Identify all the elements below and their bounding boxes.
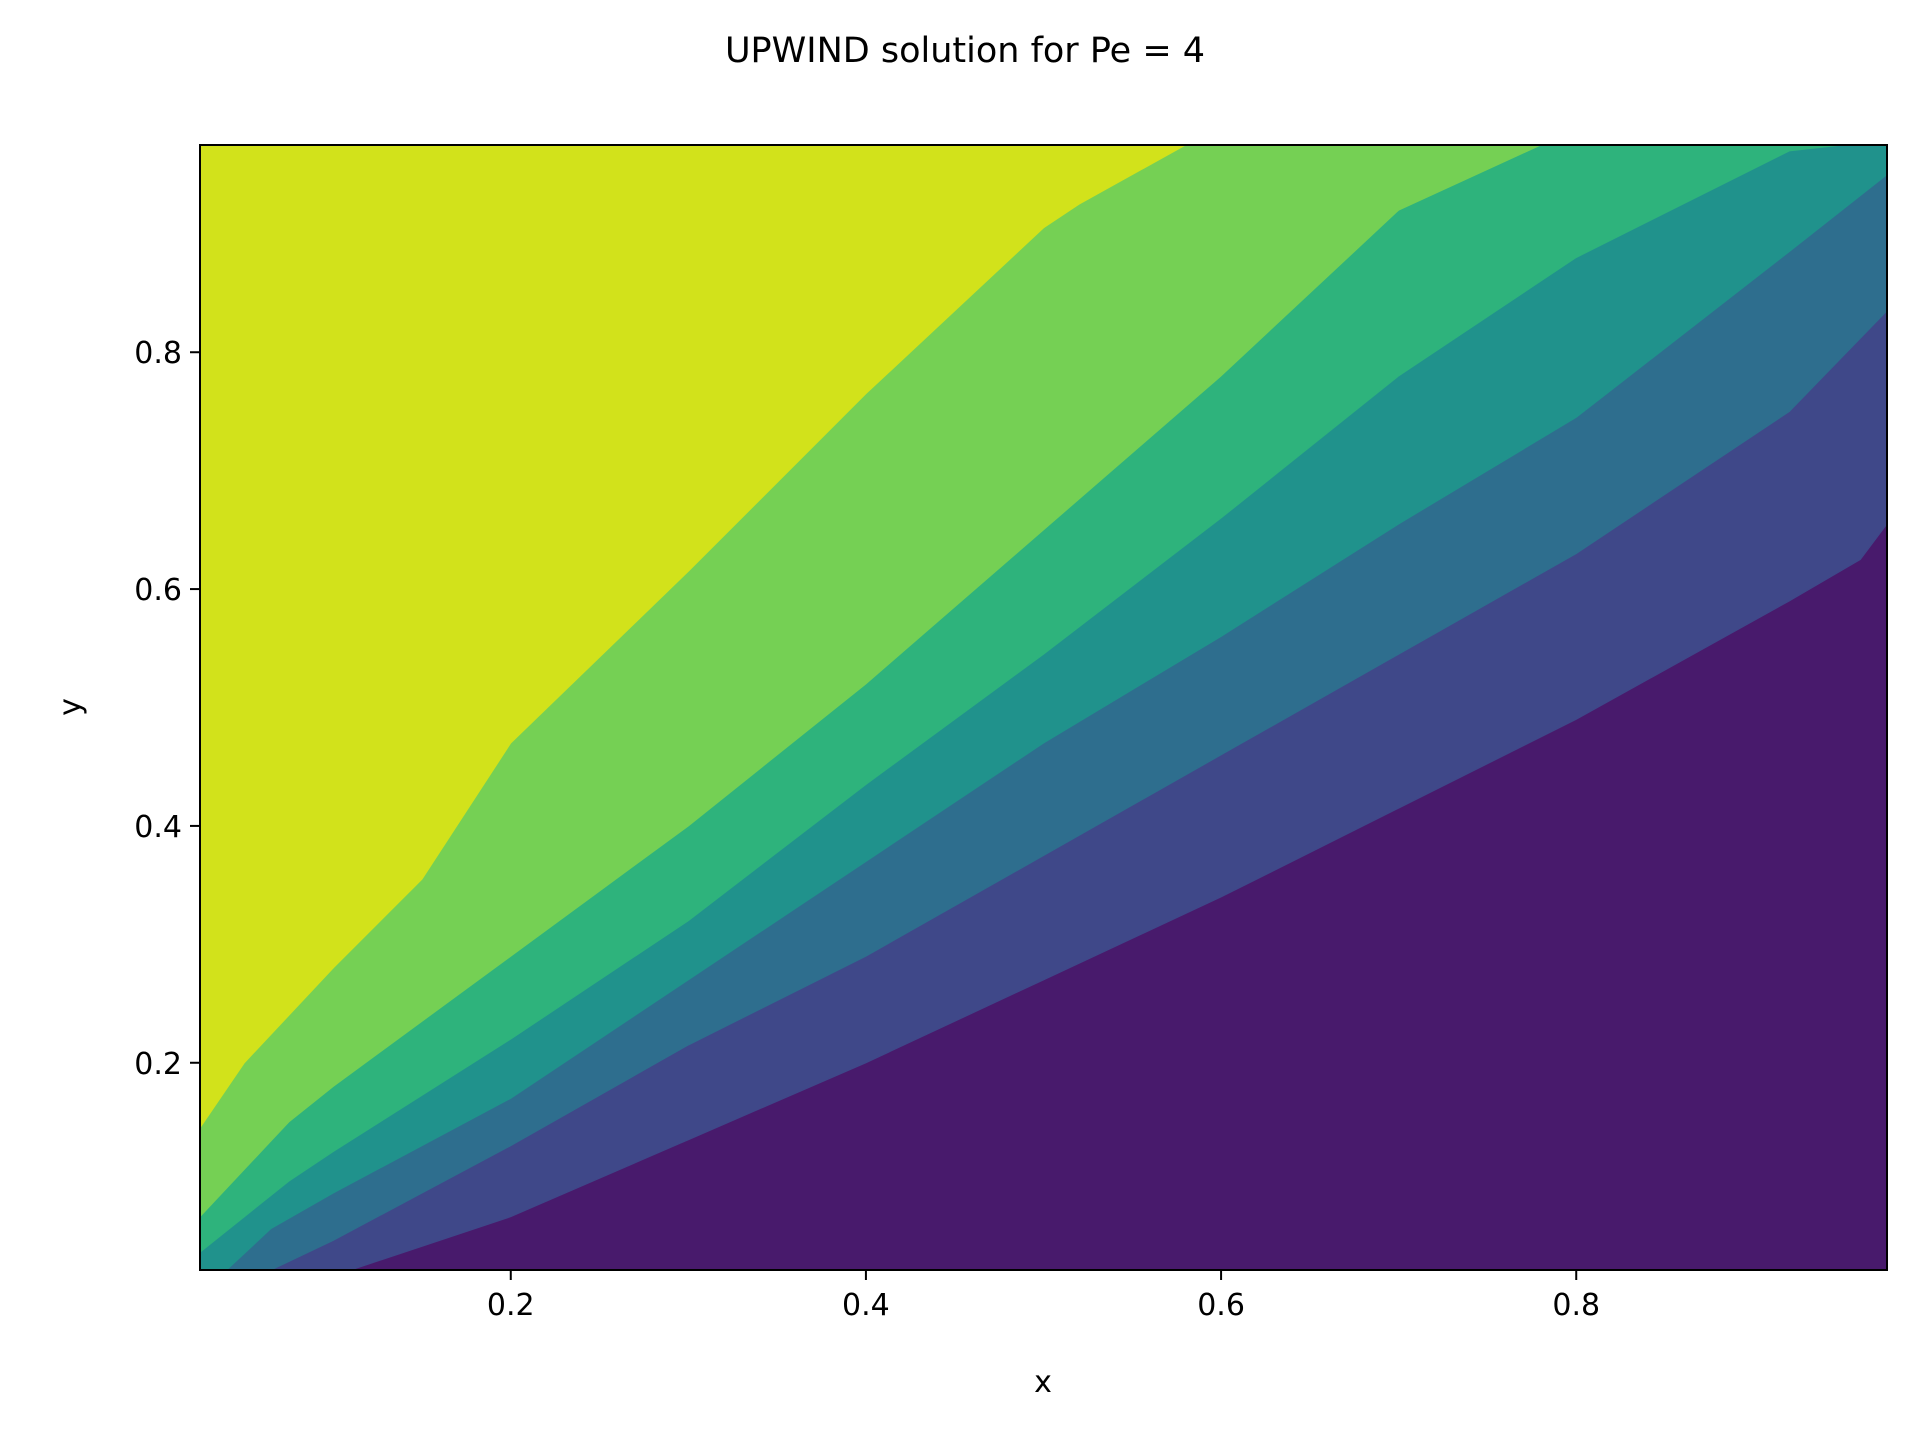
contour-bands [200, 145, 1887, 1270]
x-tick-label: 0.8 [1552, 1288, 1600, 1323]
axis-ticks: 0.2 0.4 0.6 0.8 0.2 0.4 0.6 0.8 [134, 336, 1600, 1323]
y-tick-label: 0.8 [134, 336, 182, 371]
y-tick-label: 0.4 [134, 810, 182, 845]
x-tick-label: 0.4 [842, 1288, 890, 1323]
chart-title: UPWIND solution for Pe = 4 [725, 31, 1205, 71]
x-tick-label: 0.2 [487, 1288, 535, 1323]
y-tick-label: 0.2 [134, 1047, 182, 1082]
plot-frame [199, 144, 1888, 1271]
y-tick-label: 0.6 [134, 573, 182, 608]
x-tick-label: 0.6 [1197, 1288, 1245, 1323]
y-axis-label: y [53, 698, 88, 716]
contour-band-6 [200, 145, 1187, 1129]
x-axis-label: x [1034, 1365, 1052, 1400]
